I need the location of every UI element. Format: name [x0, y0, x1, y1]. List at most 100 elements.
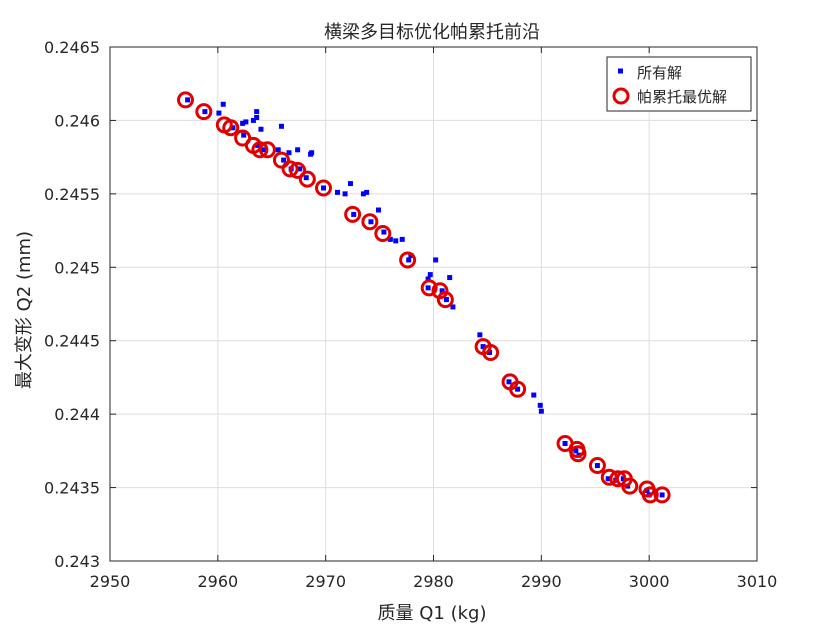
- all-solutions-point: [230, 125, 236, 131]
- x-tick-label: 2970: [305, 572, 346, 591]
- all-solutions-point: [303, 175, 309, 181]
- axis-ticks: 2950 2960 2970 2980 2990 3000 3010 0.243 0.2435 0…: [44, 38, 777, 591]
- pareto-point: [653, 486, 671, 504]
- pareto-point: [641, 486, 659, 504]
- grid-lines: [109, 46, 758, 562]
- all-solutions-point: [368, 219, 374, 225]
- y-tick-label: 0.2445: [44, 332, 100, 351]
- pareto-point: [289, 161, 307, 179]
- all-solutions-point: [427, 272, 433, 278]
- all-solutions-point: [240, 120, 246, 126]
- legend-marker-pareto: [612, 87, 630, 105]
- all-solutions-point: [254, 109, 260, 115]
- all-solutions-point: [477, 332, 483, 338]
- x-tick-label: 2950: [90, 572, 131, 591]
- y-tick-label: 0.245: [54, 258, 100, 277]
- pareto-point: [374, 225, 392, 243]
- y-tick-label: 0.2465: [44, 38, 100, 57]
- legend-box: [606, 56, 752, 112]
- pareto-point: [251, 141, 269, 159]
- all-solutions-point: [202, 109, 208, 115]
- all-solutions-point: [351, 211, 357, 217]
- y-axis-label: 最大变形 Q2 (mm): [14, 231, 35, 389]
- series-all-solutions: [185, 97, 665, 498]
- pareto-point: [482, 343, 500, 361]
- all-solutions-point: [515, 386, 521, 392]
- y-tick-label: 0.244: [54, 405, 100, 424]
- all-solutions-point: [425, 285, 431, 291]
- all-solutions-point: [644, 488, 650, 494]
- all-solutions-point: [255, 142, 261, 148]
- all-solutions-point: [278, 123, 284, 129]
- all-solutions-point: [360, 191, 366, 197]
- all-solutions-point: [185, 97, 191, 103]
- all-solutions-point: [342, 191, 348, 197]
- all-solutions-point: [480, 344, 486, 350]
- chart-title: 横梁多目标优化帕累托前沿: [324, 22, 540, 43]
- pareto-point: [298, 170, 316, 188]
- pareto-point: [420, 279, 438, 297]
- pareto-point: [222, 119, 240, 137]
- all-solutions-point: [335, 189, 341, 195]
- legend-label-all-solutions: 所有解: [637, 64, 682, 82]
- all-solutions-point: [347, 181, 353, 187]
- all-solutions-point: [531, 392, 537, 398]
- all-solutions-point: [281, 157, 287, 163]
- all-solutions-point: [295, 147, 301, 153]
- pareto-point: [569, 445, 587, 463]
- all-solutions-point: [408, 253, 414, 259]
- all-solutions-point: [450, 304, 456, 310]
- all-solutions-point: [241, 132, 247, 138]
- pareto-point: [361, 213, 379, 231]
- pareto-point: [588, 457, 606, 475]
- all-solutions-point: [393, 238, 399, 244]
- data-series: [176, 91, 671, 504]
- all-solutions-point: [487, 349, 493, 355]
- y-tick-label: 0.2455: [44, 185, 100, 204]
- all-solutions-point: [297, 166, 303, 172]
- all-solutions-point: [387, 236, 393, 242]
- pareto-point: [609, 470, 627, 488]
- all-solutions-point: [220, 101, 226, 107]
- all-solutions-point: [562, 441, 568, 447]
- all-solutions-point: [439, 288, 445, 294]
- y-tick-label: 0.243: [54, 552, 100, 571]
- all-solutions-point: [258, 126, 264, 132]
- series-pareto-optimal: [176, 91, 671, 504]
- x-tick-label: 3010: [737, 572, 778, 591]
- all-solutions-point: [573, 448, 579, 454]
- all-solutions-point: [216, 110, 222, 116]
- x-tick-label: 2990: [521, 572, 562, 591]
- all-solutions-point: [286, 150, 292, 156]
- pareto-point: [621, 477, 639, 495]
- all-solutions-point: [275, 147, 281, 153]
- pareto-point: [272, 151, 290, 169]
- all-solutions-point: [605, 476, 611, 482]
- all-solutions-point: [447, 275, 453, 281]
- all-solutions-point: [433, 257, 439, 263]
- x-tick-label: 3000: [629, 572, 670, 591]
- all-solutions-point: [364, 189, 370, 195]
- pareto-point: [176, 91, 194, 109]
- all-solutions-point: [309, 150, 315, 156]
- pareto-point: [315, 179, 333, 197]
- x-axis-label: 质量 Q1 (kg): [378, 603, 487, 624]
- all-solutions-point: [261, 147, 267, 153]
- all-solutions-point: [506, 379, 512, 385]
- legend-label-pareto: 帕累托最优解: [637, 88, 727, 106]
- pareto-point: [258, 141, 276, 159]
- all-solutions-point: [381, 229, 387, 235]
- pareto-point: [399, 251, 417, 269]
- y-tick-label: 0.246: [54, 111, 100, 130]
- all-solutions-point: [425, 276, 431, 282]
- pareto-point: [344, 205, 362, 223]
- all-solutions-point: [250, 117, 256, 123]
- y-tick-label: 0.2435: [44, 479, 100, 498]
- all-solutions-point: [659, 492, 665, 498]
- all-solutions-point: [620, 476, 626, 482]
- all-solutions-point: [243, 119, 249, 125]
- all-solutions-point: [254, 114, 260, 120]
- pareto-point: [195, 103, 213, 121]
